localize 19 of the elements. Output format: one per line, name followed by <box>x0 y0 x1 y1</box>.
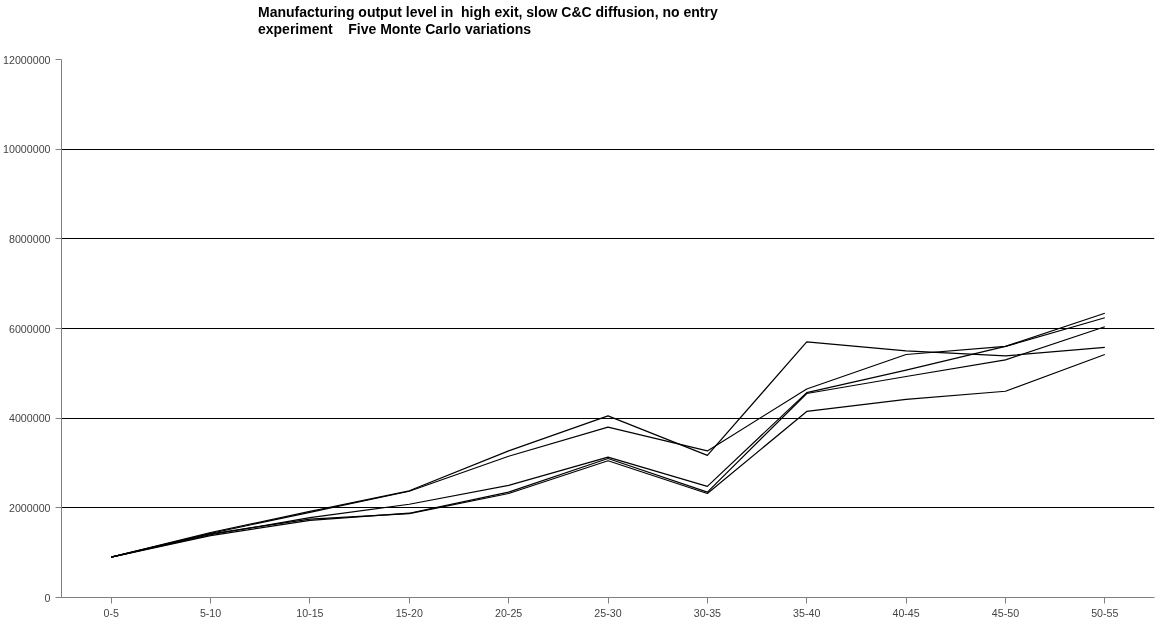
x-tick-label: 45-50 <box>991 606 1020 619</box>
y-tick-label: 4000000 <box>9 412 51 425</box>
x-tick-label: 0-5 <box>103 606 119 619</box>
x-tick-label: 20-25 <box>495 606 523 619</box>
y-tick-label: 10000000 <box>3 143 51 156</box>
y-tick-label: 0 <box>44 591 51 604</box>
y-tick-label: 2000000 <box>9 501 51 514</box>
x-tick-label: 40-45 <box>892 606 920 619</box>
y-tick-label: 12000000 <box>3 53 51 66</box>
y-tick-label: 6000000 <box>9 322 51 335</box>
x-tick-label: 5-10 <box>199 606 222 619</box>
x-tick-label: 10-15 <box>296 606 324 619</box>
y-tick-label: 8000000 <box>9 232 51 245</box>
x-tick-label: 35-40 <box>793 606 821 619</box>
x-tick-label: 30-35 <box>693 606 722 619</box>
chart-title: Manufacturing output level in high exit, slow C&C diffusion, no entry experiment Five Monte Carlo variations <box>258 4 718 38</box>
x-tick-label: 15-20 <box>395 606 423 619</box>
x-tick-label: 25-30 <box>594 606 622 619</box>
x-tick-label: 50-55 <box>1091 606 1119 619</box>
